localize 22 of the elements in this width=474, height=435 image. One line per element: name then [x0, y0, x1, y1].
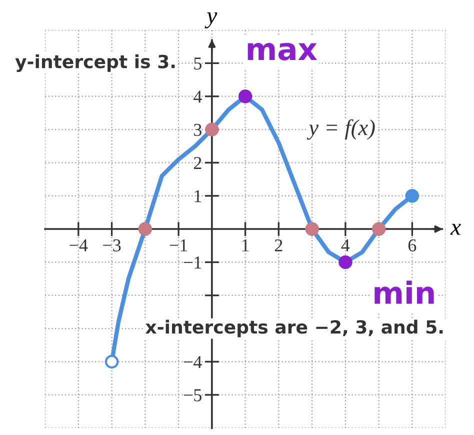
y-tick-label: −4 [184, 356, 202, 368]
annotation: y-intercept is 3. [15, 54, 175, 72]
y-tick-label: 3 [194, 124, 202, 136]
y-tick-label: 4 [194, 90, 202, 103]
y-tick-label: −1 [184, 256, 202, 268]
y-tick-label: 2 [194, 157, 202, 169]
annotation: y = f(x) [306, 119, 375, 140]
y-tick-label: −5 [184, 389, 202, 402]
y-tick-label: 5 [194, 58, 202, 70]
x-tick-label: 4 [341, 239, 350, 252]
x-tick-label: 1 [242, 239, 249, 252]
x-tick-label: −1 [170, 239, 188, 252]
x-tick-label: 2 [274, 239, 282, 252]
y-tick-label: 1 [194, 190, 202, 202]
x-tick-label: 6 [408, 239, 416, 252]
annotation: min [374, 280, 434, 304]
x-tick-label: −3 [103, 239, 121, 252]
y-axis-title: y [204, 12, 218, 28]
annotation: max [248, 42, 317, 60]
annotation: x-intercepts are −2, 3, and 5. [145, 320, 443, 338]
x-axis-title: x [450, 224, 461, 235]
x-tick-label: −4 [70, 239, 88, 252]
